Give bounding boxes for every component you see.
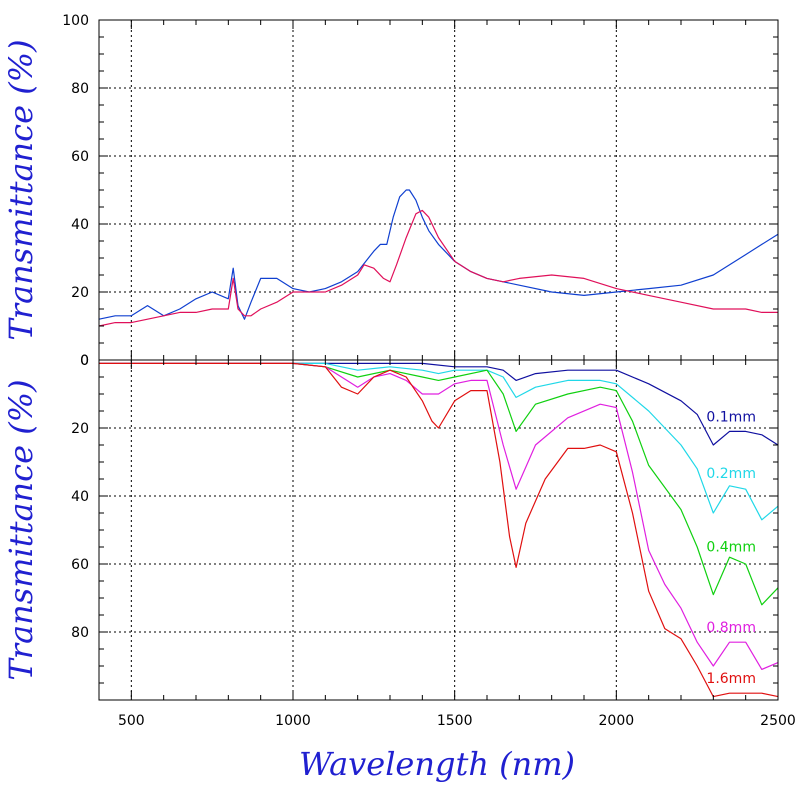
y-tick-label: 80: [71, 625, 89, 641]
y-tick-label: 20: [71, 285, 89, 301]
plot-frame-top: [98, 19, 779, 361]
y-axis-title-top: Transmittance (%): [2, 39, 40, 340]
grid-lines: [99, 20, 779, 700]
y-tick-label: 0: [80, 353, 89, 369]
y-tick-label: 80: [71, 81, 89, 97]
series-labels: 0.1mm 0.2mm 0.4mm 0.8mm 1.6mm: [706, 409, 756, 687]
series-label: 0.1mm: [706, 409, 756, 425]
series-line-bottom-1: [99, 362, 779, 521]
x-axis-title: Wavelength (nm): [299, 745, 575, 783]
series-line-bottom-4: [99, 362, 779, 698]
plot-frame-bottom: [98, 359, 779, 701]
series-line-bottom-2: [99, 362, 779, 606]
y-axis-title-bottom: Transmittance (%): [2, 379, 40, 680]
x-tick-label: 2000: [599, 713, 635, 729]
series-line-top-1: [98, 209, 778, 327]
series-line-top-0: [98, 189, 779, 320]
series-label: 1.6mm: [706, 671, 756, 687]
y-tick-label: 20: [71, 421, 89, 437]
series-label: 0.4mm: [706, 539, 756, 555]
y-tick-label: 40: [71, 489, 89, 505]
series-line-bottom-0: [99, 362, 779, 446]
y-tick-label: 100: [62, 13, 89, 29]
x-tick-label: 2500: [760, 713, 796, 729]
y-tick-label: 60: [71, 557, 89, 573]
y-tick-label: 0: [80, 353, 89, 369]
series-label: 0.2mm: [706, 466, 756, 482]
y-tick-label: 60: [71, 149, 89, 165]
plot-frames: [98, 19, 779, 701]
x-tick-label: 500: [118, 713, 145, 729]
series-label: 0.8mm: [706, 620, 756, 636]
x-tick-label: 1500: [437, 713, 473, 729]
series-line-bottom-3: [99, 362, 779, 671]
series-lines: [98, 189, 779, 698]
x-tick-label: 1000: [275, 713, 311, 729]
y-tick-label: 40: [71, 217, 89, 233]
